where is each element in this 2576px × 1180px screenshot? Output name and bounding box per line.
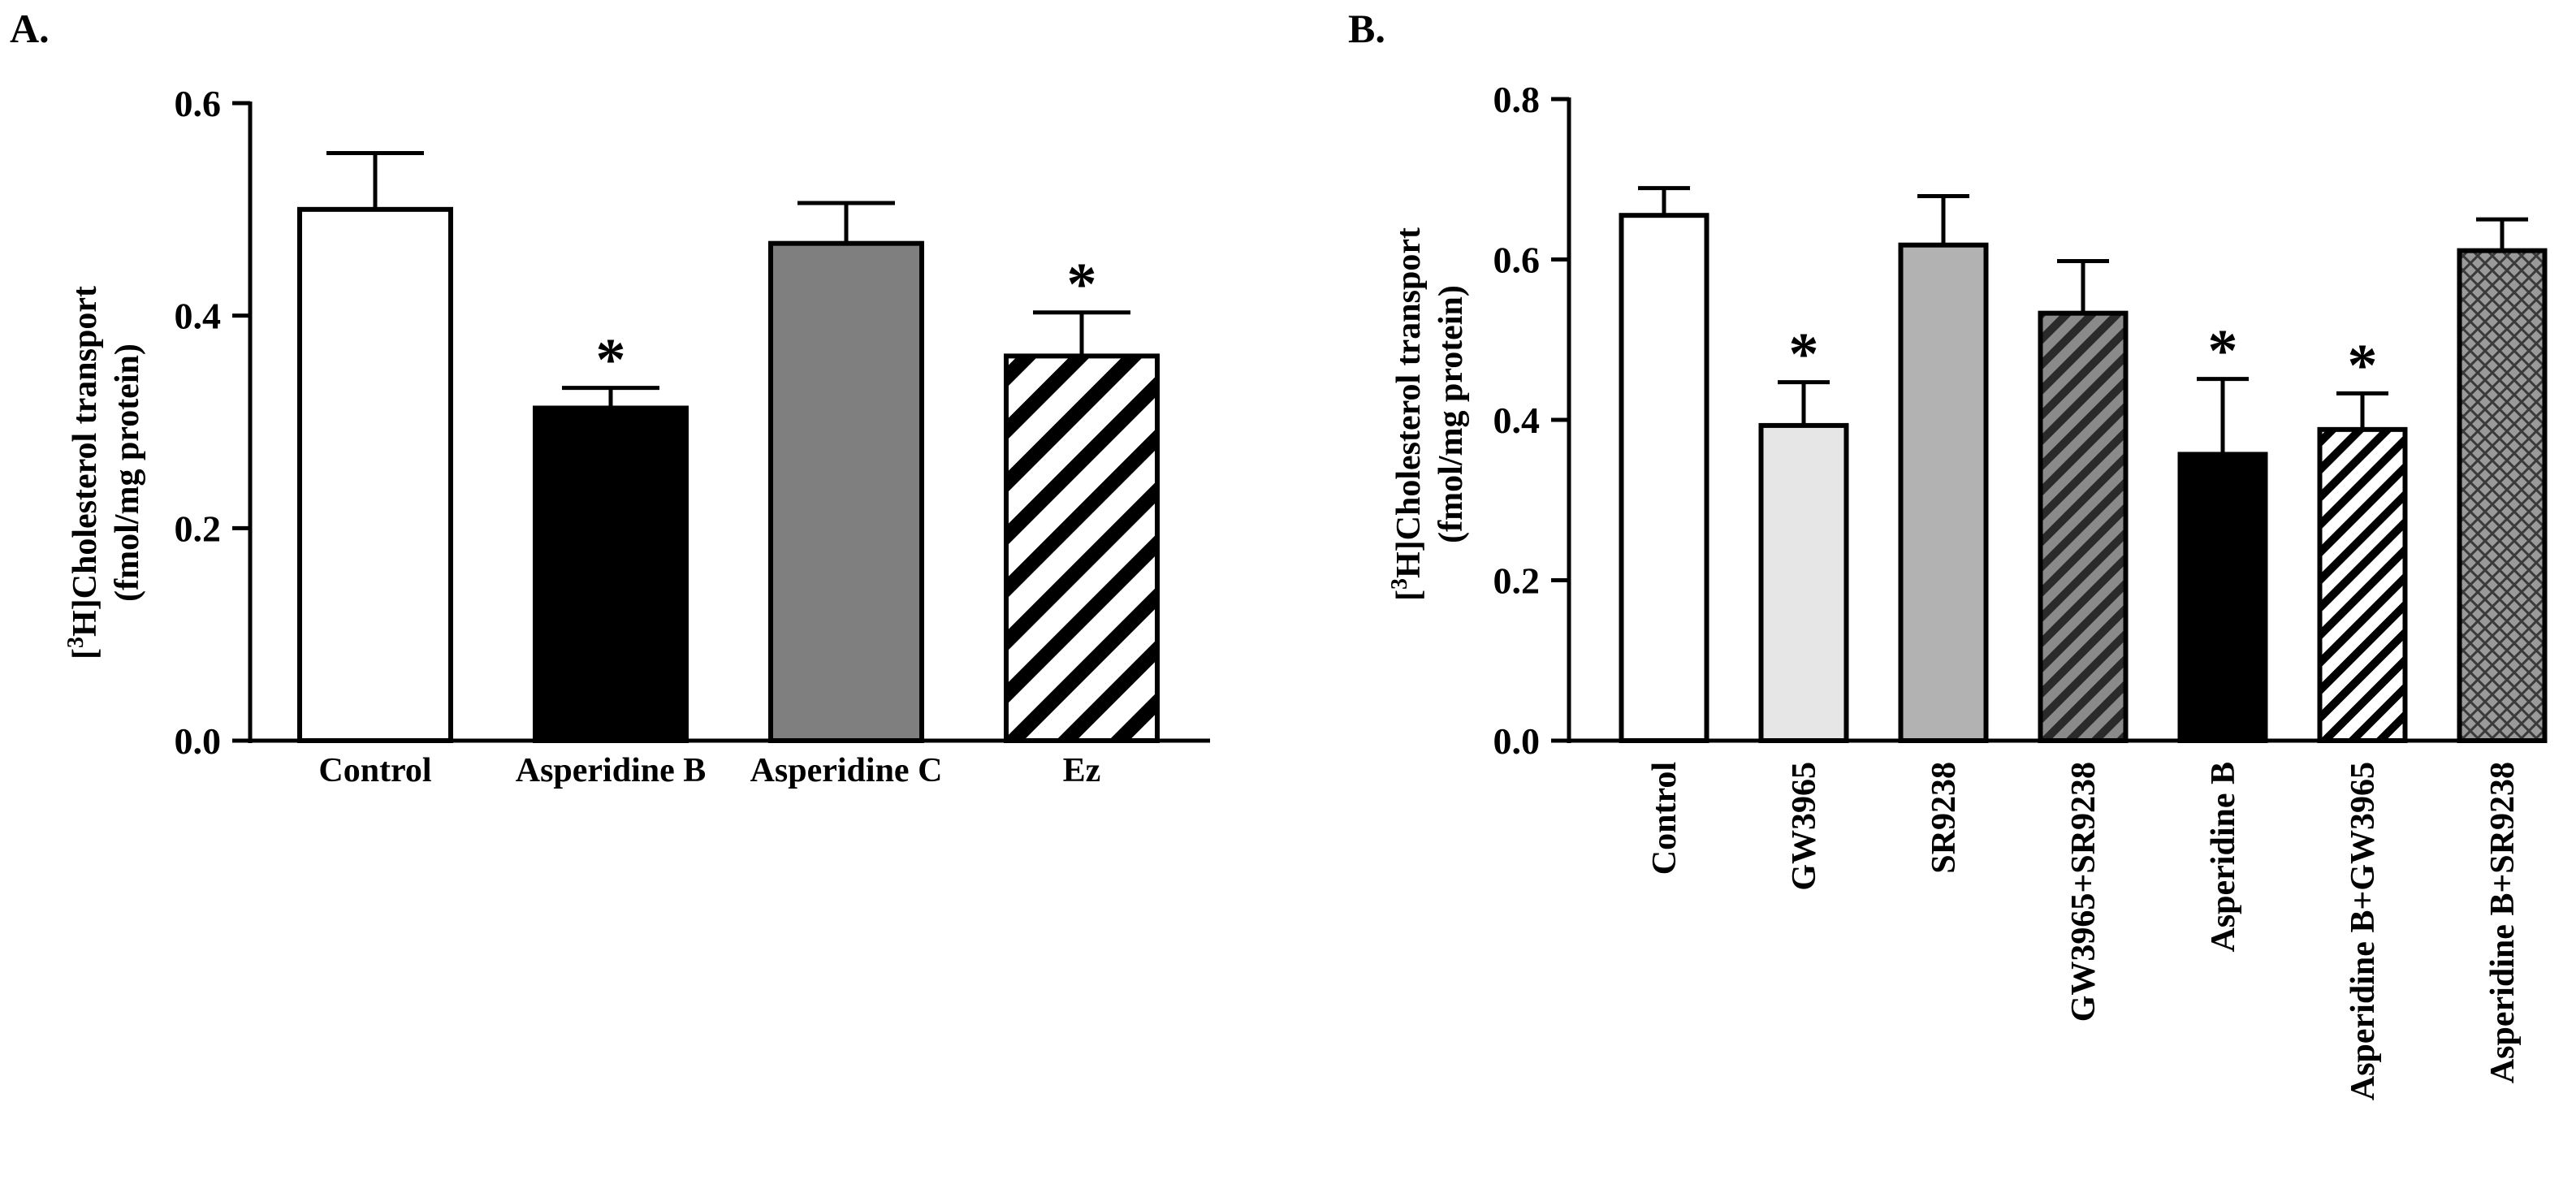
y-axis-label-a-sup: 3	[63, 637, 89, 648]
y-tick-label: 0.4	[1493, 400, 1541, 441]
y-tick-label: 0.2	[175, 508, 222, 549]
y-axis-label-b-sup: 3	[1387, 578, 1412, 590]
y-tick-label: 0.4	[175, 296, 222, 337]
bar-gw3965-sr9238	[2038, 310, 2129, 744]
bar-asperidine-b	[533, 405, 689, 743]
x-tick-label: Asperidine C	[750, 752, 943, 789]
bar-sr9238	[1898, 242, 1989, 744]
x-tick-label: Asperidine B+SR9238	[2484, 762, 2522, 1083]
x-tick-label: GW3965+SR9238	[2065, 762, 2103, 1022]
bar-ez	[1004, 353, 1160, 743]
y-tick-label: 0.0	[1493, 720, 1541, 762]
x-tick-label: Control	[318, 752, 431, 789]
bar-asperidine-c	[768, 240, 924, 743]
x-tick-label: SR9238	[1926, 762, 1963, 874]
x-tick-label: Ez	[1063, 752, 1101, 789]
x-tick-label: Control	[1646, 762, 1683, 875]
y-axis-label-a: [3H]Cholesterol transport	[63, 286, 104, 659]
panel-letter-b: B.	[1348, 6, 1385, 51]
plot-area-b: 0.0 0.2 0.4 0.6 0.8 Control * GW3965 SR9238 GW396…	[1493, 79, 2548, 1100]
x-tick-label: GW3965	[1786, 762, 1823, 891]
y-axis-label-a-rest: H]Cholesterol transport	[67, 286, 104, 637]
bar-control	[297, 206, 453, 744]
bar-asperidine-b-gw3965	[2317, 426, 2408, 743]
panel-b: [3H]Cholesterol transport (fmol/mg prote…	[1387, 79, 2548, 1100]
x-tick-label: Asperidine B+GW3965	[2345, 762, 2382, 1100]
significance-marker: *	[1067, 252, 1097, 318]
significance-marker: *	[2208, 318, 2238, 385]
bar-asperidine-b	[2177, 452, 2268, 744]
x-tick-label: Asperidine B	[2205, 762, 2242, 953]
bar-asperidine-b-sr9238	[2457, 248, 2548, 743]
y-tick-label: 0.6	[175, 83, 222, 124]
significance-marker: *	[2348, 332, 2378, 399]
panel-a: [3H]Cholesterol transport (fmol/mg prote…	[63, 83, 1210, 789]
y-axis-label-b-rest: H]Cholesterol transport	[1390, 227, 1428, 578]
significance-marker: *	[596, 327, 626, 394]
y-tick-label: 0.6	[1493, 240, 1541, 281]
y-axis-label-b: [3H]Cholesterol transport	[1387, 227, 1428, 601]
bar-control	[1619, 213, 1709, 743]
y-axis-label-a-line2: (fmol/mg protein)	[109, 344, 146, 602]
panel-letter-a: A.	[10, 6, 50, 51]
y-tick-label: 0.2	[1493, 560, 1541, 602]
x-tick-label: Asperidine B	[516, 752, 707, 789]
y-tick-label: 0.8	[1493, 79, 1541, 120]
plot-area-a: 0.0 0.2 0.4 0.6 Control * Asperidine B Asperidi…	[175, 83, 1210, 789]
y-axis-label-b-prefix: [	[1390, 590, 1428, 601]
bar-gw3965	[1758, 422, 1849, 743]
significance-marker: *	[1789, 322, 1819, 388]
y-tick-label: 0.0	[175, 720, 222, 762]
y-axis-label-b-line2: (fmol/mg protein)	[1433, 285, 1470, 543]
y-axis-label-a-prefix: [	[67, 648, 104, 659]
